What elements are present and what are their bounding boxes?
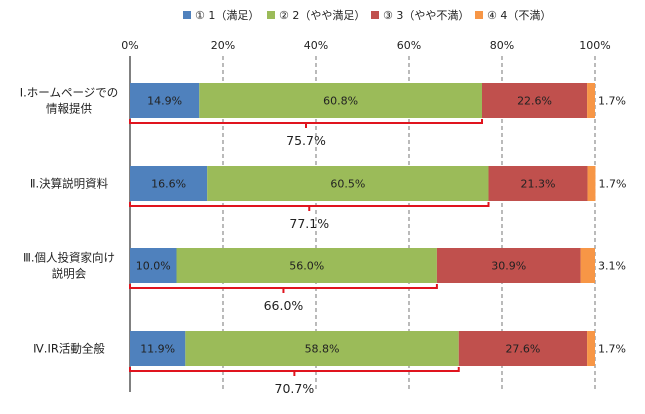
bar-segment [130, 166, 208, 201]
category-label: Ⅰ.ホームページでの [20, 86, 118, 100]
bar-segment [130, 248, 177, 283]
legend: ① 1（満足） ② 2（やや満足） ③ 3（やや不満） ④ 4（不満） [183, 9, 551, 22]
data-label: 21.3% [521, 178, 556, 191]
data-label: 27.6% [505, 343, 540, 356]
legend-swatch [183, 11, 191, 19]
category-label: Ⅱ.決算説明資料 [30, 177, 109, 191]
data-label: 60.8% [323, 95, 358, 108]
data-label: 60.5% [330, 178, 365, 191]
bar-segment [587, 331, 595, 366]
bar-segment [482, 83, 588, 118]
bar-segment [580, 248, 595, 283]
data-label: 1.7% [598, 343, 626, 356]
bar-segment [587, 166, 596, 201]
bracket-label: 70.7% [275, 381, 315, 396]
bars: 14.9% 60.8% 22.6% 1.7% 16.6% 60.5% 21.3% 1.7% 10… [130, 83, 626, 366]
legend-label: ① 1（満足） [195, 9, 259, 22]
x-tick-label: 80% [490, 39, 514, 52]
bar-segment [176, 248, 437, 283]
legend-swatch [371, 11, 379, 19]
bracket [129, 202, 490, 211]
data-label: 30.9% [491, 260, 526, 273]
data-label: 11.9% [140, 343, 175, 356]
data-label: 16.6% [151, 178, 186, 191]
data-label: 58.8% [305, 343, 340, 356]
bracket [129, 367, 460, 376]
bar-segment [436, 248, 581, 283]
data-label: 10.0% [136, 260, 171, 273]
bar-segment [458, 331, 588, 366]
data-label: 1.7% [598, 178, 626, 191]
category-label: 情報提供 [46, 102, 92, 116]
x-tick-label: 20% [211, 39, 235, 52]
bracket-label: 66.0% [264, 298, 304, 313]
legend-swatch [267, 11, 275, 19]
bracket [129, 284, 438, 293]
data-label: 3.1% [598, 260, 626, 273]
category-label: 説明会 [52, 267, 87, 281]
brackets: 75.7% 77.1% 66.0% 70.7% [129, 119, 490, 396]
x-tick-label: 60% [397, 39, 421, 52]
data-label: 56.0% [289, 260, 324, 273]
bar-segment [488, 166, 588, 201]
x-axis-ticks: 0% 20% 40% 60% 80% 100% [121, 39, 610, 52]
bar-segment [199, 83, 483, 118]
data-label: 14.9% [147, 95, 182, 108]
bar-segment [587, 83, 595, 118]
x-tick-label: 100% [579, 39, 610, 52]
category-label: Ⅳ.IR活動全般 [33, 342, 105, 356]
x-tick-label: 40% [304, 39, 328, 52]
legend-label: ② 2（やや満足） [279, 9, 365, 22]
data-label: 1.7% [598, 95, 626, 108]
legend-label: ③ 3（やや不満） [383, 9, 469, 22]
bracket [129, 119, 484, 128]
bar-segment [130, 331, 186, 366]
bar-segment [130, 83, 200, 118]
bracket-label: 75.7% [286, 133, 326, 148]
bar-segment [185, 331, 459, 366]
data-label: 22.6% [517, 95, 552, 108]
bar-segment [207, 166, 489, 201]
bracket-label: 77.1% [289, 216, 329, 231]
category-label: Ⅲ.個人投資家向け [23, 251, 115, 265]
x-tick-label: 0% [121, 39, 138, 52]
legend-swatch [475, 11, 483, 19]
legend-label: ④ 4（不満） [487, 9, 551, 22]
